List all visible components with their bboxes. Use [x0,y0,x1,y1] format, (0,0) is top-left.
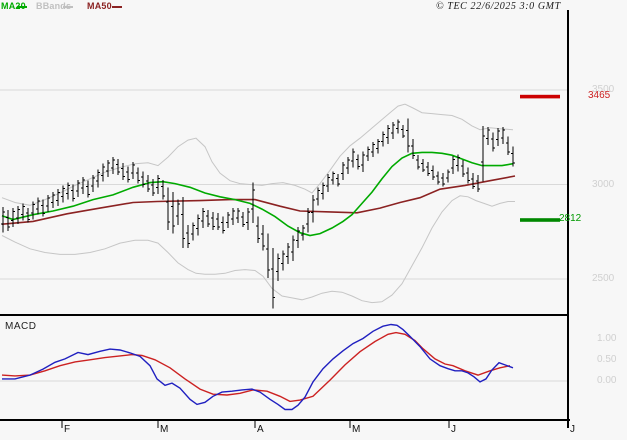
x-axis-month-label: A [257,424,264,435]
price-label-2812-support: 2812 [559,213,582,224]
macd-label-0.50: 0.50 [597,354,617,365]
price-label-3000: 3000 [592,179,615,190]
x-axis-month-label: F [64,424,71,435]
bbands-legend-swatch [63,6,73,8]
resistance-level-bar [520,94,560,99]
price-label-3465-resistance: 3465 [588,90,611,101]
legend-ma20-label: MA20 [1,1,26,11]
x-axis-month-label: M [160,424,169,435]
x-axis-month-label: J [451,424,456,435]
support-level-bar [520,218,560,222]
price-label-2500: 2500 [592,273,615,284]
ma20-legend-swatch [17,6,27,8]
x-axis-month-label: M [352,424,361,435]
price-label-3500: 3500 [592,84,615,95]
legend-bbands-label: BBands [36,1,72,11]
macd-label-0.00: 0.00 [597,375,617,386]
macd-label-1.00: 1.00 [597,333,617,344]
macd-panel-title: MACD [5,321,37,332]
x-axis-month-label: J [570,424,575,435]
legend-ma50-label: MA50 [87,1,112,11]
copyright-text: © TEC 22/6/2025 3:0 GMT [436,1,561,12]
ma50-legend-swatch [112,6,122,8]
